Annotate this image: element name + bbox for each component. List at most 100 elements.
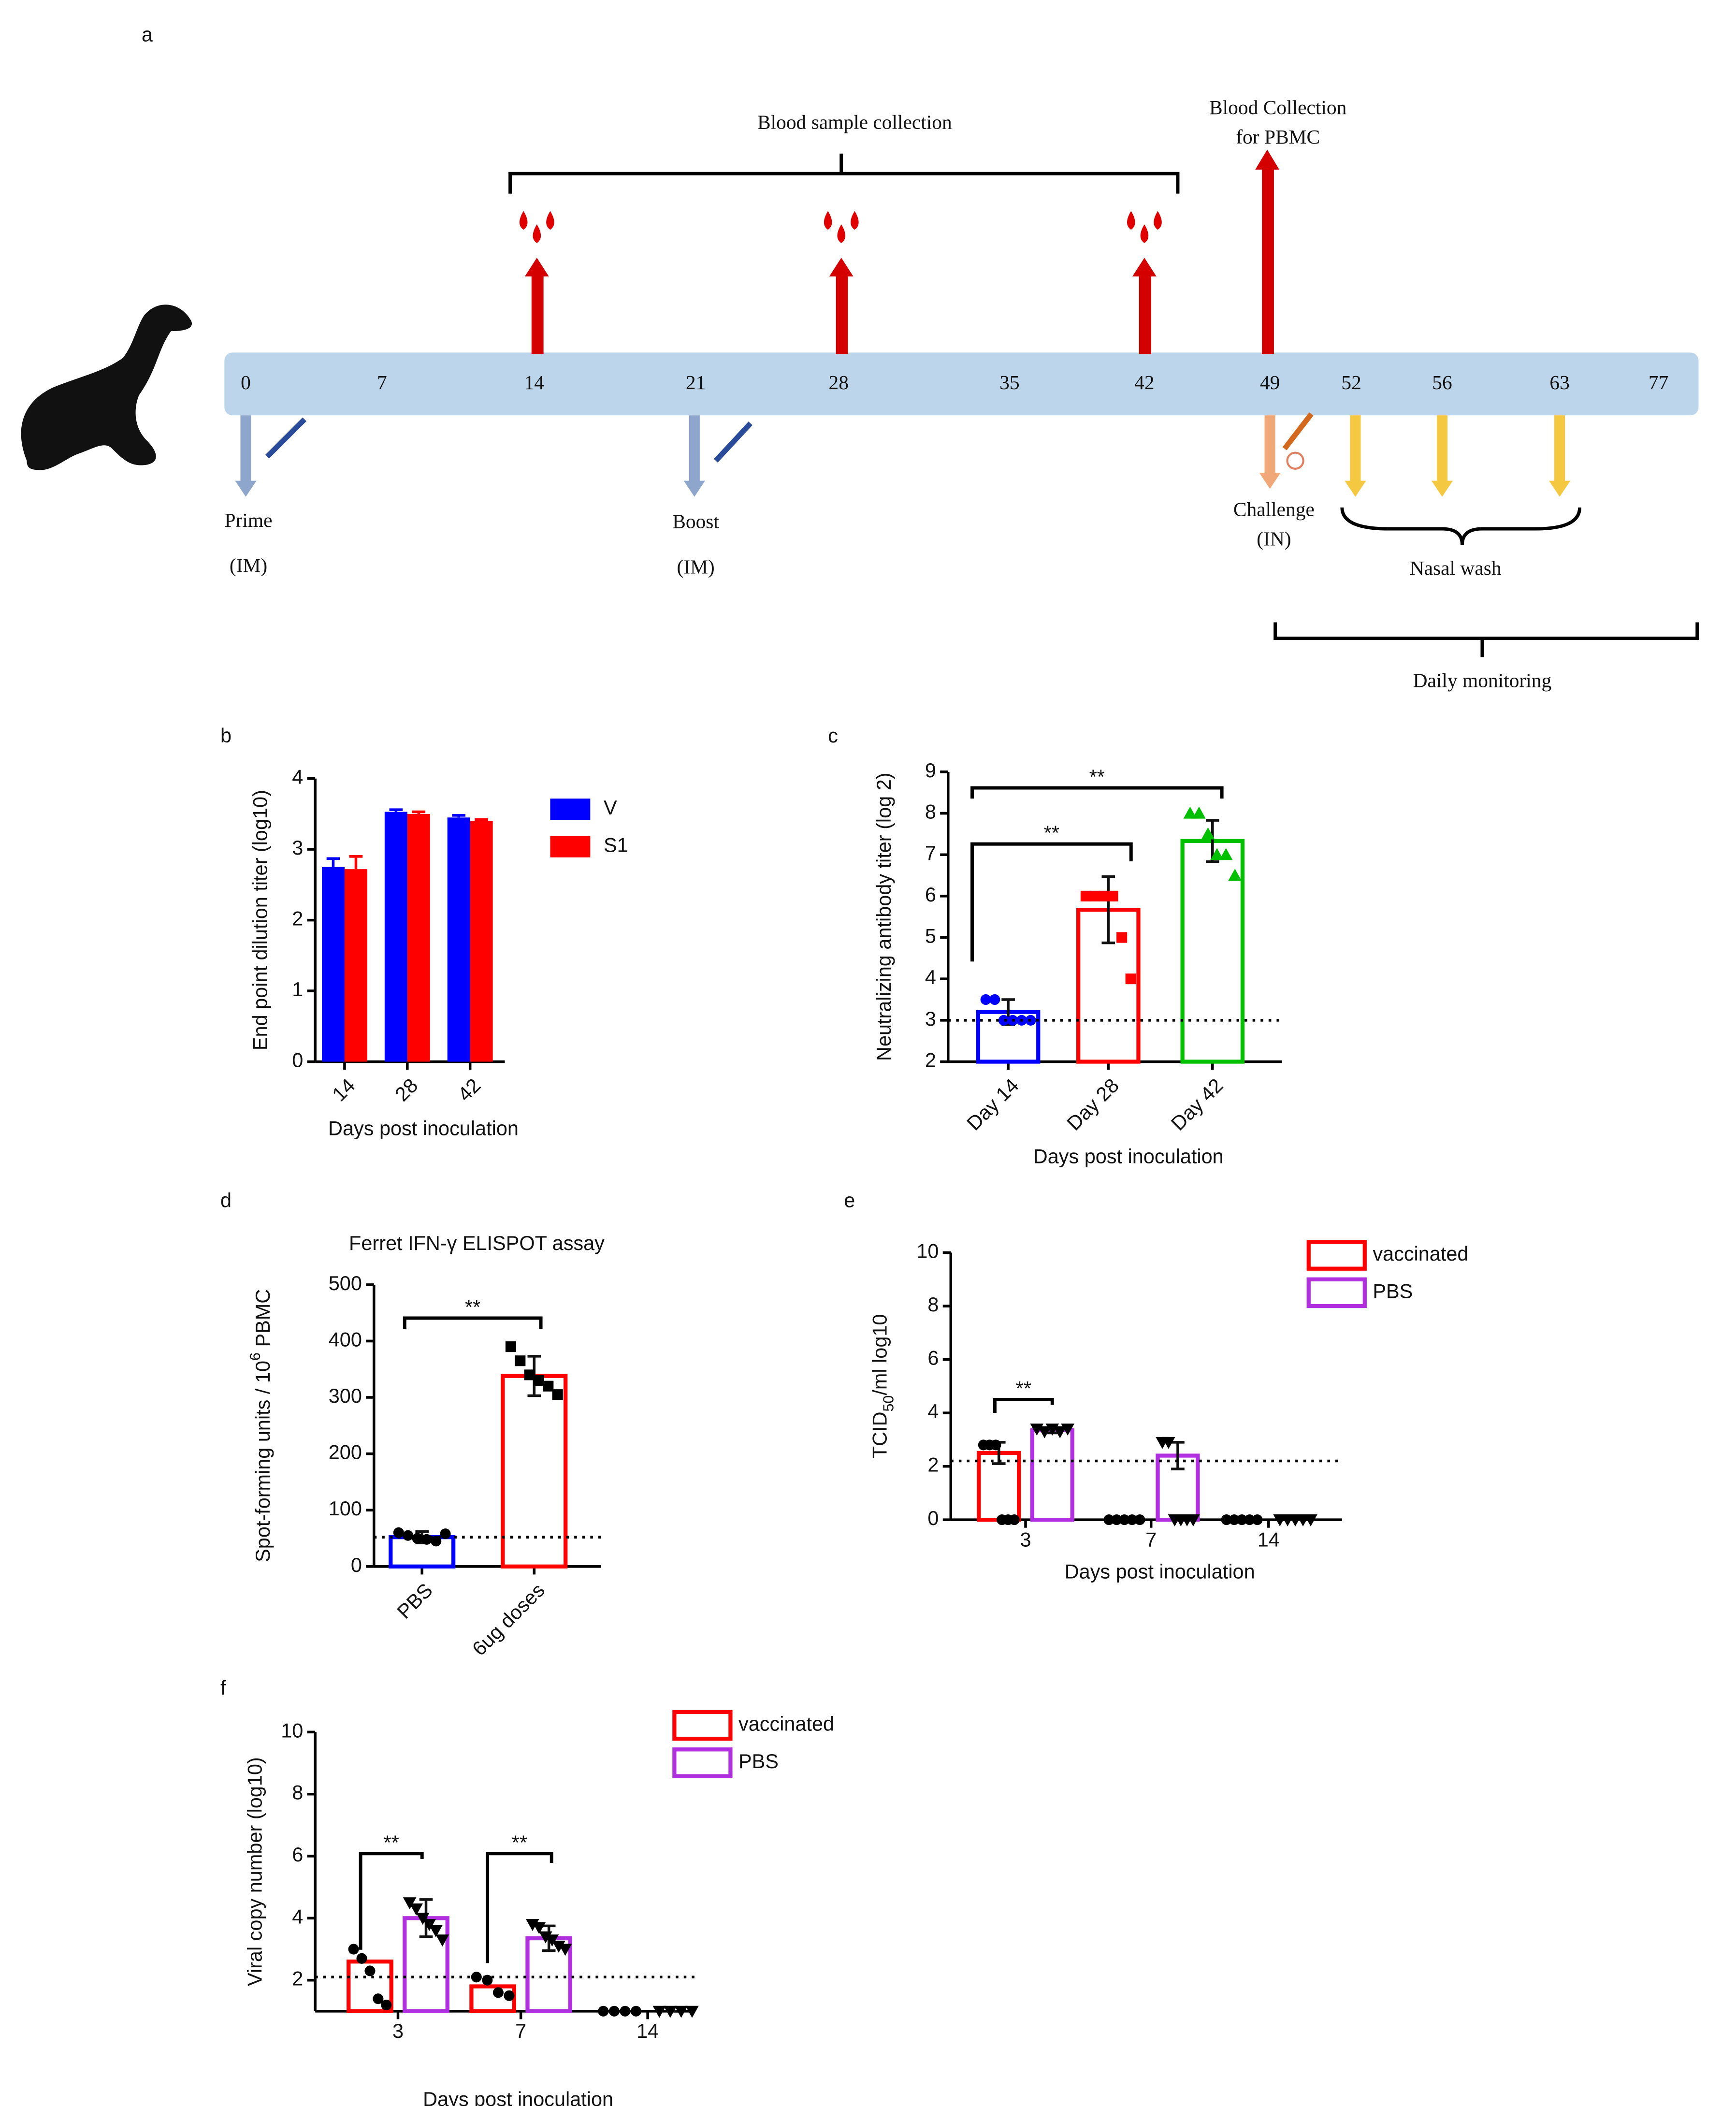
significance-label: ** — [1089, 766, 1105, 788]
error-bar — [1171, 1441, 1185, 1470]
y-axis-label-part: Neutralizing antibody titer (log 2) — [872, 772, 895, 1061]
data-point — [412, 1533, 423, 1544]
data-point — [1244, 1514, 1255, 1525]
daily-monitoring-label: Daily monitoring — [1413, 669, 1552, 691]
data-point — [1098, 890, 1110, 901]
blood-drops — [519, 211, 1162, 243]
y-tick-label: 100 — [329, 1497, 362, 1520]
data-point — [1111, 1514, 1122, 1525]
y-tick-label: 4 — [292, 766, 303, 788]
data-point — [1038, 1426, 1052, 1438]
data-point — [543, 1380, 554, 1392]
data-point — [381, 1999, 392, 2011]
y-tick-label: 3 — [925, 1007, 936, 1030]
data-point — [533, 1375, 545, 1386]
pbmc-label: for PBMC — [1236, 126, 1320, 148]
data-point — [620, 2005, 631, 2017]
bar — [384, 812, 407, 1062]
data-point — [1116, 932, 1128, 943]
panel-label: e — [844, 1189, 855, 1212]
y-tick-label: 500 — [329, 1272, 362, 1294]
data-point — [1134, 1514, 1145, 1525]
legend-label: vaccinated — [738, 1713, 834, 1735]
legend-label: PBS — [738, 1750, 779, 1772]
data-point — [1061, 1423, 1074, 1436]
prime-label: Prime — [225, 509, 273, 531]
data-point — [435, 1934, 449, 1947]
data-point — [1162, 1437, 1175, 1449]
y-axis-label-part: Viral copy number (log10) — [244, 1757, 266, 1986]
ferret-icon — [21, 305, 192, 470]
y-axis-label: TCID50/ml log10 — [868, 1314, 897, 1459]
data-point — [1201, 827, 1215, 840]
data-point — [524, 1369, 535, 1380]
x-axis-label: Days post inoculation — [328, 1117, 519, 1139]
y-tick-label: 2 — [292, 907, 303, 930]
day-label: 35 — [999, 371, 1019, 393]
data-point — [403, 1897, 417, 1910]
data-point — [652, 2005, 666, 2018]
error-bar — [389, 808, 403, 812]
legend-label: V — [604, 796, 617, 819]
y-tick-label: 6 — [292, 1843, 303, 1866]
day-label: 21 — [686, 371, 706, 393]
data-point — [1219, 848, 1233, 860]
significance-bracket — [970, 786, 1224, 799]
y-axis-label-part: /ml log10 — [868, 1314, 891, 1395]
data-point — [989, 994, 1000, 1005]
data-point — [545, 1934, 559, 1947]
bar — [470, 821, 493, 1062]
legend-swatch — [672, 1747, 733, 1778]
data-point — [421, 1534, 432, 1545]
data-point — [1221, 1514, 1232, 1525]
x-tick-label: 14 — [637, 2019, 659, 2042]
y-axis-label-part: Spot-forming units / 10 — [251, 1361, 274, 1562]
data-point — [492, 1987, 504, 1998]
x-tick-label: 3 — [1020, 1528, 1031, 1551]
bar — [469, 1984, 516, 2013]
y-tick-label: 4 — [292, 1905, 303, 1928]
data-point — [685, 2005, 699, 2018]
y-tick-label: 0 — [927, 1507, 939, 1529]
y-axis-label-part: 50 — [881, 1395, 897, 1412]
panel-label: c — [828, 724, 838, 747]
y-tick-label: 1 — [292, 978, 303, 1001]
day-label: 49 — [1260, 371, 1280, 393]
y-axis-label-part: PBMC — [251, 1289, 274, 1352]
day-label: 0 — [241, 371, 251, 393]
data-point — [1080, 890, 1091, 901]
boost-route: (IM) — [677, 555, 714, 578]
data-point — [1192, 806, 1206, 819]
data-point — [1228, 869, 1242, 881]
data-point — [403, 1530, 414, 1541]
x-tick-label: 42 — [453, 1074, 485, 1106]
y-axis-label-part: End point dilution titer (log10) — [249, 790, 272, 1050]
blood-sample-label: Blood sample collection — [757, 111, 952, 133]
legend-label: S1 — [604, 834, 628, 857]
data-point — [552, 1389, 563, 1400]
legend-swatch — [550, 799, 591, 820]
error-bar — [452, 814, 466, 818]
x-axis-label: Days post inoculation — [1033, 1145, 1224, 1167]
x-tick-label: 7 — [1145, 1528, 1157, 1551]
y-axis-label: Spot-forming units / 106 PBMC — [247, 1289, 274, 1562]
data-point — [1252, 1514, 1263, 1525]
bar — [321, 867, 345, 1062]
x-tick-label: 6ug doses — [468, 1579, 549, 1660]
data-point — [598, 2005, 609, 2017]
error-bar — [412, 810, 426, 814]
legend-label: vaccinated — [1373, 1242, 1468, 1265]
y-tick-label: 4 — [927, 1400, 939, 1423]
x-tick-label: Day 28 — [1062, 1074, 1123, 1135]
error-bar — [326, 857, 340, 867]
y-tick-label: 2 — [925, 1048, 936, 1071]
y-axis-label: Viral copy number (log10) — [244, 1757, 266, 1986]
bar — [447, 817, 470, 1062]
legend-swatch — [1306, 1277, 1367, 1308]
legend-label: PBS — [1373, 1279, 1413, 1302]
y-axis-label-part: TCID — [868, 1411, 891, 1458]
data-point — [348, 1944, 359, 1955]
day-label: 52 — [1341, 371, 1361, 393]
panel-label: b — [220, 724, 231, 747]
